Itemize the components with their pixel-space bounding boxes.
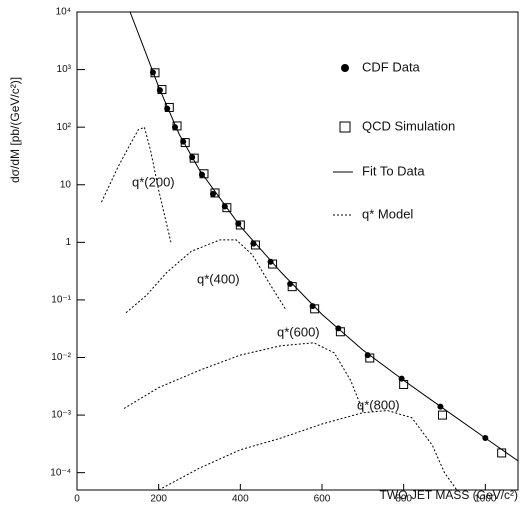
fit-line [129, 12, 518, 462]
sim-point [287, 282, 297, 292]
x-tick-label: 1000 [474, 494, 497, 505]
x-tick-label: 0 [74, 494, 80, 505]
x-tick-label: 600 [314, 494, 331, 505]
sim-point [235, 220, 245, 230]
annotation: q*(600) [277, 324, 320, 339]
x-tick-label: 400 [232, 494, 249, 505]
sim-point [335, 327, 345, 337]
annotation: q*(400) [197, 271, 240, 286]
sim-point [399, 379, 409, 389]
y-axis-label: dσ/dM [pb/(GeV/c²)] [8, 77, 22, 183]
sim-point [199, 169, 209, 179]
y-tick-label: 10 [60, 179, 72, 190]
annotation: q*(800) [357, 397, 400, 412]
sim-point [210, 188, 220, 198]
legend-marker [339, 121, 351, 133]
legend-label: Fit To Data [362, 163, 425, 178]
x-tick-label: 200 [150, 494, 167, 505]
annotation: q*(200) [132, 174, 175, 189]
y-tick-label: 1 [65, 237, 71, 248]
sim-point [250, 240, 260, 250]
plot-frame [76, 11, 519, 491]
y-tick-label: 10³ [57, 64, 72, 75]
x-tick-label: 800 [395, 494, 412, 505]
y-tick-label: 10⁴ [56, 7, 71, 18]
y-tick-label: 10⁻³ [51, 410, 71, 421]
sim-point [497, 448, 507, 458]
model-curve [101, 126, 458, 490]
y-tick-label: 10⁻² [51, 352, 71, 363]
sim-point [222, 203, 232, 213]
sim-point [310, 304, 320, 314]
sim-point [268, 259, 278, 269]
legend-label: QCD Simulation [362, 118, 455, 133]
sim-point [437, 410, 447, 420]
y-tick-label: 10⁻¹ [51, 295, 71, 306]
legend-marker [341, 64, 349, 72]
x-axis-label: TWO JET MASS (GeV/c²) [380, 488, 518, 502]
sim-point [180, 138, 190, 148]
y-tick-label: 10² [57, 122, 72, 133]
legend-label: CDF Data [362, 59, 421, 74]
y-tick-label: 10⁻⁴ [50, 467, 71, 478]
sim-point [189, 153, 199, 163]
legend-label: q* Model [362, 206, 413, 221]
